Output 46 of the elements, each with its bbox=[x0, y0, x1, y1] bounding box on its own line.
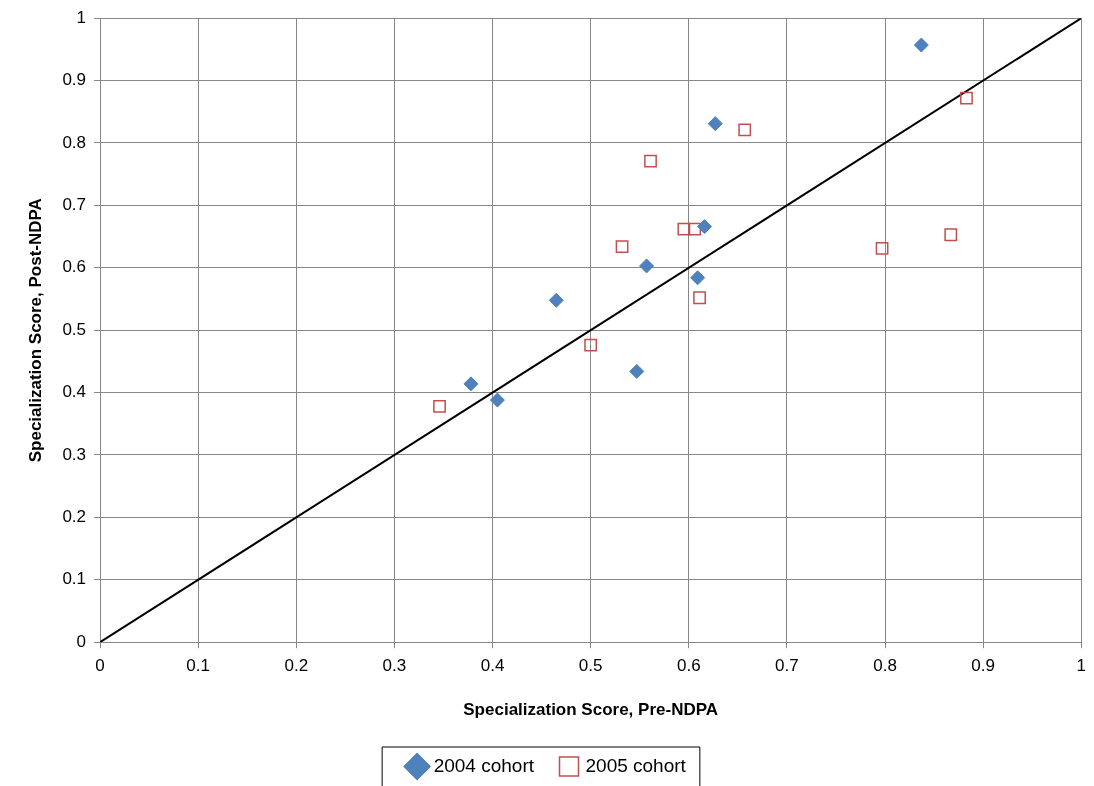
x-tick-label: 0.9 bbox=[971, 656, 995, 676]
point bbox=[913, 37, 929, 53]
legend-label: 2005 cohort bbox=[585, 754, 687, 776]
y-tick-label: 0.7 bbox=[62, 195, 87, 215]
point bbox=[433, 399, 446, 413]
point bbox=[696, 219, 712, 235]
y-tick-label: 0.8 bbox=[62, 132, 87, 152]
point bbox=[677, 222, 691, 236]
point bbox=[688, 222, 702, 236]
y-tick-label: 0.5 bbox=[62, 319, 87, 339]
y-tick-label: 1 bbox=[76, 7, 87, 27]
x-tick-label: 0.7 bbox=[775, 656, 799, 676]
point bbox=[644, 154, 657, 168]
y-tick-label: 0.9 bbox=[62, 70, 87, 90]
y-tick-label: 0.2 bbox=[62, 507, 87, 527]
x-axis-title: Specialization Score, Pre-NDPA bbox=[463, 700, 719, 720]
x-tick-label: 1 bbox=[1076, 656, 1087, 676]
point bbox=[629, 363, 645, 379]
point bbox=[690, 270, 706, 286]
point bbox=[707, 116, 723, 132]
point bbox=[693, 291, 706, 305]
x-tick-label: 0.4 bbox=[480, 656, 505, 676]
point bbox=[548, 292, 564, 308]
x-tick-label: 0.1 bbox=[186, 656, 210, 676]
point bbox=[738, 123, 752, 137]
x-tick-label: 0 bbox=[95, 656, 105, 676]
point bbox=[489, 392, 505, 408]
point bbox=[584, 338, 598, 352]
x-tick-label: 0.6 bbox=[676, 656, 701, 676]
point bbox=[639, 258, 655, 274]
y-tick-label: 0.4 bbox=[62, 382, 87, 402]
y-tick-label: 0 bbox=[76, 631, 87, 651]
y-tick-label: 0.1 bbox=[62, 569, 87, 589]
point bbox=[463, 376, 479, 392]
y-tick-label: 0.6 bbox=[62, 257, 87, 277]
x-tick-label: 0.3 bbox=[382, 656, 407, 676]
x-tick-label: 0.8 bbox=[873, 656, 897, 676]
x-tick-label: 0.2 bbox=[284, 656, 309, 676]
point bbox=[615, 240, 629, 253]
legend-label: 2004 cohort bbox=[433, 754, 535, 776]
y-tick-label: 0.3 bbox=[62, 444, 87, 464]
point bbox=[960, 91, 973, 105]
x-tick-label: 0.5 bbox=[578, 656, 603, 676]
point bbox=[875, 242, 889, 255]
y-axis-title: Specialization Score, Post-NDPA bbox=[25, 198, 45, 463]
point bbox=[944, 228, 958, 242]
